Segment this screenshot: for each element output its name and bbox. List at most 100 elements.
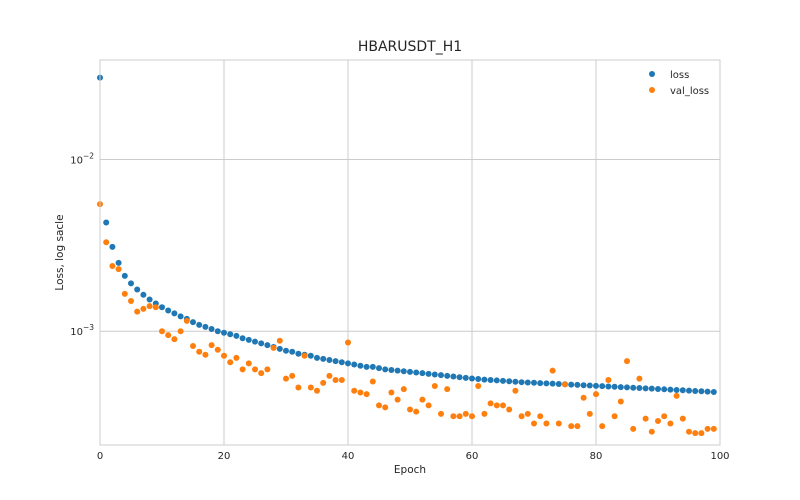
loss-point xyxy=(593,382,599,389)
loss-point xyxy=(512,378,519,385)
loss-point xyxy=(338,359,345,366)
val-loss-point xyxy=(413,408,420,415)
val-loss-point xyxy=(159,328,165,335)
loss-point xyxy=(574,381,581,388)
loss-point xyxy=(568,381,575,388)
loss-point xyxy=(537,380,544,387)
val-loss-point xyxy=(177,328,184,335)
val-loss-point xyxy=(710,425,717,432)
val-loss-point xyxy=(617,398,624,405)
val-loss-point xyxy=(419,396,426,403)
val-loss-point xyxy=(574,423,581,430)
loss-point xyxy=(245,336,252,343)
val-loss-point xyxy=(648,428,655,435)
val-loss-point xyxy=(202,351,209,358)
val-loss-point xyxy=(537,413,544,420)
val-loss-point xyxy=(506,406,513,413)
loss-point xyxy=(555,380,562,387)
val-loss-point xyxy=(605,377,612,384)
val-loss-point xyxy=(481,410,488,417)
val-loss-point xyxy=(593,391,599,398)
x-tick-label: 0 xyxy=(97,451,103,462)
val-loss-point xyxy=(679,415,686,422)
val-loss-point xyxy=(438,410,444,417)
val-loss-point xyxy=(568,423,575,430)
val-loss-point xyxy=(661,413,668,420)
val-loss-point xyxy=(171,336,178,343)
y-axis-ticks: 10−3 10−2 xyxy=(70,152,94,339)
val-loss-point xyxy=(183,317,190,324)
val-loss-point xyxy=(289,372,296,379)
val-loss-point xyxy=(624,358,630,365)
val-loss-point xyxy=(462,410,469,417)
loss-point xyxy=(648,385,655,392)
x-tick-label: 80 xyxy=(590,451,603,462)
loss-point xyxy=(704,388,711,395)
val-loss-point xyxy=(376,402,382,409)
loss-point xyxy=(121,272,128,279)
val-loss-point xyxy=(655,418,661,425)
loss-point xyxy=(655,385,661,392)
loss-point xyxy=(233,332,240,339)
loss-point xyxy=(487,377,494,384)
val-loss-point xyxy=(245,360,252,367)
loss-point xyxy=(642,385,649,392)
loss-point xyxy=(357,362,364,369)
val-loss-point xyxy=(518,413,525,420)
val-loss-point xyxy=(512,387,519,394)
val-loss-point xyxy=(444,386,451,393)
loss-point xyxy=(481,376,488,383)
loss-point xyxy=(394,367,401,374)
val-loss-point xyxy=(140,305,147,312)
loss-point xyxy=(382,366,389,373)
loss-point xyxy=(345,360,351,367)
val-loss-point xyxy=(425,402,432,409)
val-loss-point xyxy=(586,410,593,417)
val-loss-point xyxy=(326,372,333,379)
loss-point xyxy=(456,374,463,381)
loss-point xyxy=(295,350,302,357)
y-tick-label: 10−3 xyxy=(70,323,94,338)
loss-point xyxy=(636,385,643,392)
loss-point xyxy=(314,354,320,361)
loss-point xyxy=(531,379,537,386)
x-tick-label: 100 xyxy=(710,451,729,462)
val-loss-point xyxy=(599,423,606,430)
loss-point xyxy=(506,378,513,385)
loss-point xyxy=(617,384,624,391)
loss-point xyxy=(431,371,438,378)
val-loss-point xyxy=(487,400,494,407)
val-loss-point xyxy=(686,428,692,435)
loss-point xyxy=(710,388,717,395)
val-loss-point xyxy=(332,377,339,384)
series-val-loss xyxy=(97,201,717,437)
x-axis-label: Epoch xyxy=(394,464,426,476)
val-loss-point xyxy=(221,352,227,359)
loss-point xyxy=(190,319,196,326)
loss-point xyxy=(450,373,457,380)
loss-point xyxy=(103,219,110,226)
loss-point xyxy=(214,328,221,335)
loss-point xyxy=(227,331,234,338)
val-loss-point xyxy=(307,384,314,391)
series-layer xyxy=(97,74,717,437)
loss-point xyxy=(698,388,705,395)
val-loss-point xyxy=(270,344,277,351)
loss-point xyxy=(667,386,674,393)
loss-point xyxy=(351,361,358,368)
plot-frame xyxy=(99,59,721,446)
loss-point xyxy=(400,368,407,375)
loss-point xyxy=(518,379,525,386)
grid xyxy=(100,60,720,445)
val-loss-point xyxy=(357,389,364,396)
val-loss-point xyxy=(165,332,172,339)
loss-point xyxy=(500,377,506,384)
val-loss-point xyxy=(239,366,246,373)
val-loss-point xyxy=(469,413,475,420)
val-loss-point xyxy=(295,384,302,391)
val-loss-point xyxy=(134,308,141,315)
loss-point xyxy=(326,357,333,364)
loss-point xyxy=(624,384,630,391)
